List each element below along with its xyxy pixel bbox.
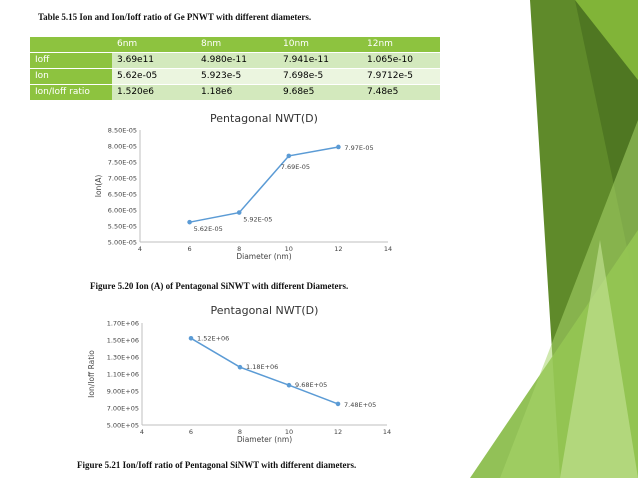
table-row: Ioff 3.69e11 4.980e-11 7.941e-11 1.065e-…: [30, 52, 440, 69]
top-green-triangle: [575, 0, 638, 80]
data-point: [336, 144, 341, 150]
table-header-row: 6nm 8nm 10nm 12nm: [30, 37, 440, 53]
y-tick-label: 1.30E+06: [107, 354, 139, 362]
figure1-caption: Figure 5.20 Ion (A) of Pentagonal SiNWT …: [90, 281, 349, 291]
series-line: [189, 146, 339, 223]
data-label: 5.62E-05: [194, 225, 223, 233]
x-tick-label: 12: [334, 245, 342, 253]
x-tick-label: 12: [334, 428, 342, 436]
y-tick-label: 9.00E+05: [107, 388, 139, 396]
data-point: [188, 336, 194, 341]
data-point: [236, 210, 242, 215]
y-tick-label: 5.00E+05: [107, 422, 139, 430]
x-tick-label: 14: [384, 245, 392, 253]
data-label: 7.97E-05: [344, 144, 373, 152]
y-axis-label: Ion/Ioff Ratio: [87, 350, 96, 398]
series-line: [190, 337, 339, 405]
x-tick-label: 10: [285, 245, 293, 253]
table-cell: 3.69e11: [112, 52, 196, 69]
x-tick-label: 8: [238, 428, 242, 436]
table-cell: 1.18e6: [196, 84, 278, 101]
table-header-cell: [30, 37, 112, 53]
y-tick-label: 5.50E-05: [108, 223, 137, 231]
x-tick-label: 4: [138, 245, 142, 253]
ion-chart: Pentagonal NWT(D) 5.00E-05 5.50E-05 6.00E-0…: [94, 112, 392, 261]
x-tick-label: 14: [383, 428, 391, 436]
table-cell: 1.520e6: [112, 84, 196, 101]
x-tick-label: 8: [237, 245, 241, 253]
table-cell: 5.62e-05: [112, 68, 196, 85]
data-point: [335, 401, 341, 407]
figure2-caption: Figure 5.21 Ion/Ioff ratio of Pentagonal…: [77, 460, 357, 470]
data-point: [286, 153, 292, 159]
ion-ioff-table: 6nm 8nm 10nm 12nm Ioff 3.69e11 4.980e-11…: [30, 37, 440, 101]
table-header-cell: 8nm: [196, 37, 278, 53]
y-tick-label: 8.50E-05: [108, 127, 137, 135]
chart-title: Pentagonal NWT(D): [210, 112, 318, 125]
table-caption: Table 5.15 Ion and Ion/Ioff ratio of Ge …: [38, 12, 312, 22]
data-point: [187, 219, 192, 225]
table-cell: 7.698e-5: [278, 68, 362, 85]
y-tick-label: 6.50E-05: [108, 191, 137, 199]
x-tick-label: 4: [140, 428, 144, 436]
y-tick-label: 7.00E-05: [108, 175, 137, 183]
table-cell: 5.923e-5: [196, 68, 278, 85]
x-tick-label: 10: [285, 428, 293, 436]
table-row-label: Ion: [30, 68, 112, 85]
y-tick-label: 1.10E+06: [107, 371, 139, 379]
chart-title: Pentagonal NWT(D): [211, 304, 319, 317]
data-point: [237, 364, 243, 370]
x-axis-label: Diameter (nm): [236, 252, 291, 261]
table-row-label: Ion/Ioff ratio: [30, 84, 112, 101]
data-label: 1.18E+06: [246, 363, 278, 371]
y-axis-label: Ion(A): [94, 175, 103, 198]
y-tick-label: 7.50E-05: [108, 159, 137, 167]
table-cell: 7.941e-11: [278, 52, 362, 69]
x-axis-label: Diameter (nm): [237, 435, 292, 444]
data-point: [286, 382, 292, 388]
table-header-cell: 12nm: [362, 37, 440, 53]
table-cell: 4.980e-11: [196, 52, 278, 69]
table-header-cell: 10nm: [278, 37, 362, 53]
pale-green-triangle: [560, 240, 638, 478]
table-row: Ion 5.62e-05 5.923e-5 7.698e-5 7.9712e-5: [30, 68, 440, 85]
y-tick-label: 1.50E+06: [107, 337, 139, 345]
x-tick-label: 6: [189, 428, 193, 436]
table-cell: 9.68e5: [278, 84, 362, 101]
table-header-cell: 6nm: [112, 37, 196, 53]
y-tick-label: 7.00E+05: [107, 405, 139, 413]
table-row: Ion/Ioff ratio 1.520e6 1.18e6 9.68e5 7.4…: [30, 84, 440, 101]
data-label: 9.68E+05: [295, 381, 327, 389]
data-label: 1.52E+06: [197, 334, 229, 342]
table-cell: 1.065e-10: [362, 52, 440, 69]
data-label: 5.92E-05: [243, 216, 272, 224]
y-tick-label: 8.00E-05: [108, 143, 137, 151]
y-tick-label: 5.00E-05: [108, 239, 137, 247]
data-label: 7.69E-05: [281, 163, 310, 171]
data-label: 7.48E+05: [344, 401, 376, 409]
table-row-label: Ioff: [30, 52, 112, 69]
table-cell: 7.9712e-5: [362, 68, 440, 85]
x-tick-label: 6: [188, 245, 192, 253]
y-tick-label: 6.00E-05: [108, 207, 137, 215]
y-tick-label: 1.70E+06: [107, 320, 139, 328]
table-cell: 7.48e5: [362, 84, 440, 101]
ratio-chart: Pentagonal NWT(D) 5.00E+05 7.00E+05 9.00E+0…: [87, 304, 391, 444]
